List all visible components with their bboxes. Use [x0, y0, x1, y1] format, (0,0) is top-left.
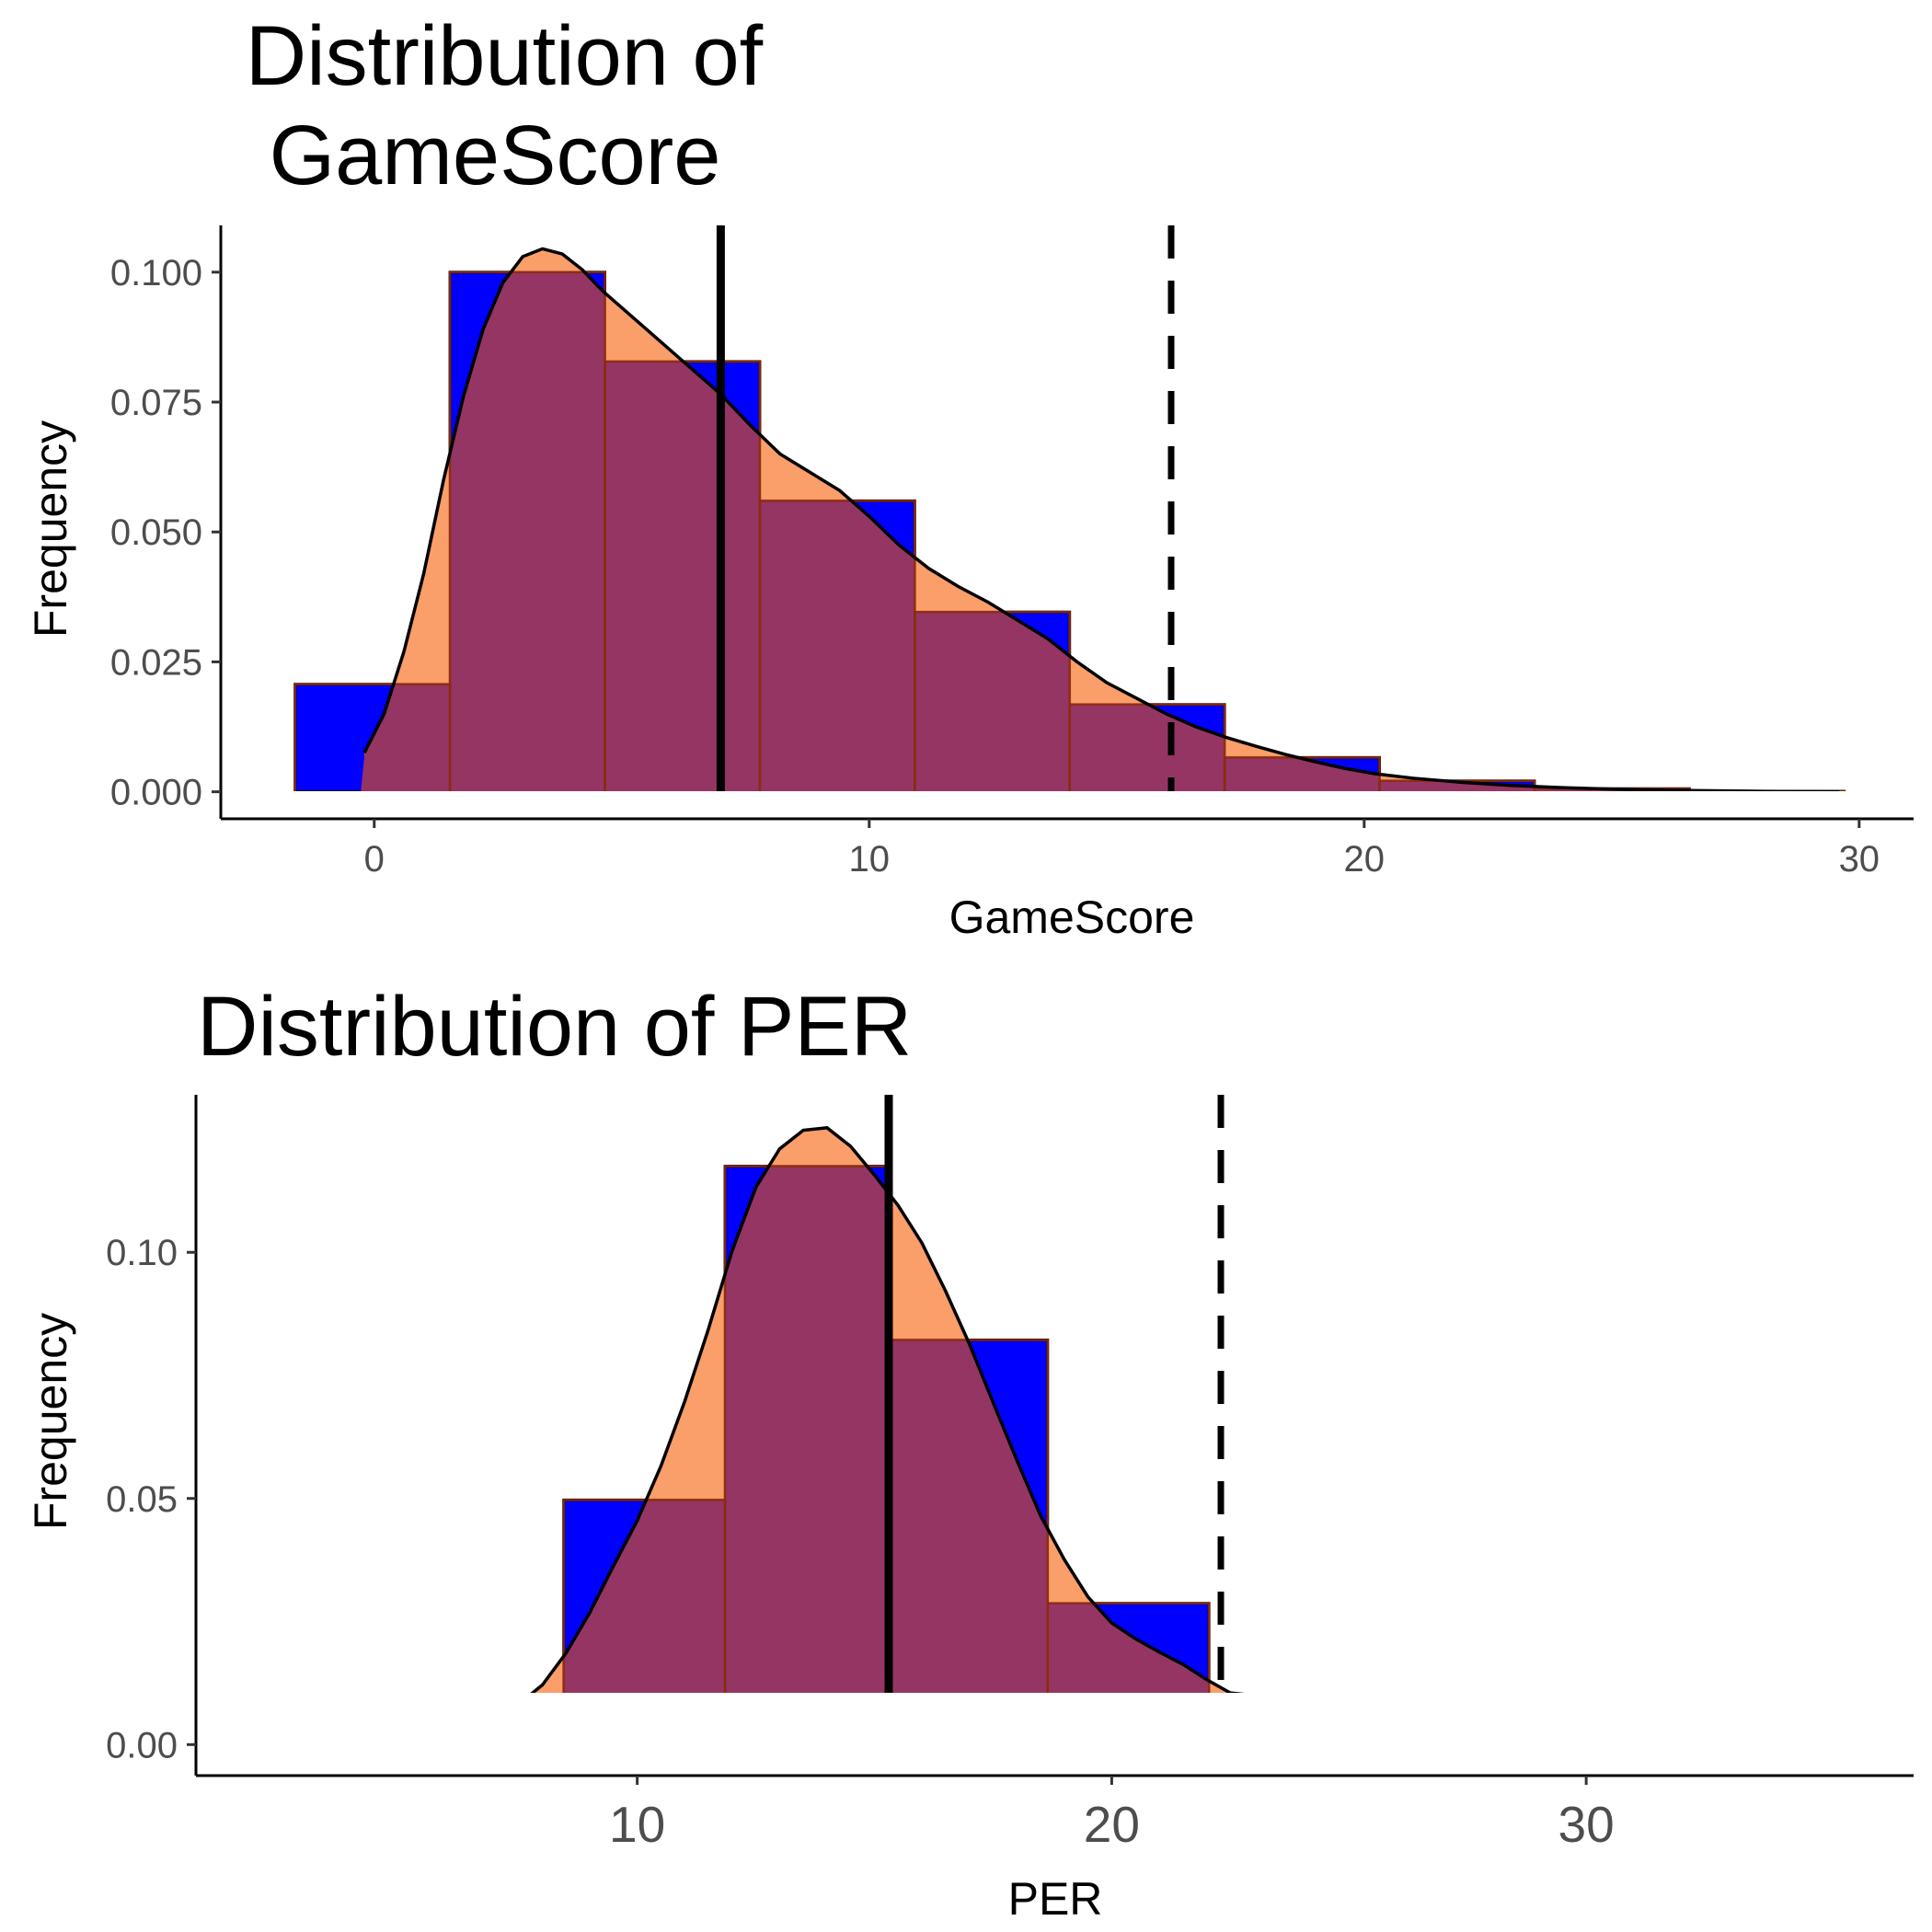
y-tick-label: 0.075 [110, 383, 202, 423]
overlap-region [1225, 757, 1380, 791]
axes: 0 10 20 30 0.000 0.025 0.050 0.075 0.100 [110, 225, 1914, 880]
overlap-region [450, 271, 605, 791]
x-tick-label: 10 [849, 839, 891, 880]
x-axis-title: PER [1008, 1873, 1103, 1925]
y-axis-title: Frequency [25, 1313, 76, 1530]
x-tick-label: 10 [609, 1796, 665, 1853]
x-tick-label: 30 [1558, 1796, 1615, 1853]
overlap-region [361, 684, 451, 791]
overlap-region [1069, 704, 1225, 791]
overlap-region [914, 612, 1070, 791]
overlap-region [725, 1166, 887, 1693]
plot-area [293, 225, 1846, 791]
bin-outline [1046, 1602, 1211, 1693]
y-tick-label: 0.000 [110, 773, 202, 813]
overlap-region [759, 500, 915, 791]
overlap-region [886, 1340, 1048, 1693]
y-tick-label: 0.05 [106, 1479, 178, 1520]
axes: 10 20 30 0.00 0.05 0.10 [106, 1095, 1914, 1853]
y-tick-label: 0.10 [106, 1233, 178, 1273]
chart-title-line: GameScore [270, 109, 721, 202]
panel-per: Distribution of PER 10 20 30 0.00 0.05 0.10 P… [25, 980, 1914, 1925]
y-tick-label: 0.00 [106, 1725, 178, 1765]
density-curve [362, 247, 1840, 791]
overlap-region [1379, 780, 1535, 791]
overlap-region [1047, 1603, 1210, 1693]
x-axis-title: GameScore [949, 891, 1195, 943]
density-curve [530, 1126, 1246, 1693]
x-tick-label: 20 [1344, 839, 1386, 880]
y-tick-label: 0.025 [110, 642, 202, 683]
x-tick-label: 20 [1084, 1796, 1140, 1853]
chart-title-line: Distribution of [246, 9, 764, 103]
x-tick-label: 0 [364, 839, 385, 880]
panel-gamescore: Distribution of GameScore 0 10 20 30 0.000 0.… [25, 9, 1914, 943]
plot-area [530, 1095, 1246, 1693]
overlap-region [563, 1500, 726, 1693]
chart-title: Distribution of PER [197, 980, 912, 1074]
y-axis-title: Frequency [25, 420, 76, 638]
chart-title: Distribution of GameScore [246, 9, 764, 202]
x-tick-label: 30 [1839, 839, 1880, 880]
y-tick-label: 0.100 [110, 253, 202, 293]
chart-title-line: Distribution of PER [197, 980, 912, 1074]
y-tick-label: 0.050 [110, 512, 202, 553]
bin-outline [914, 610, 1071, 791]
overlap-region [604, 361, 760, 791]
